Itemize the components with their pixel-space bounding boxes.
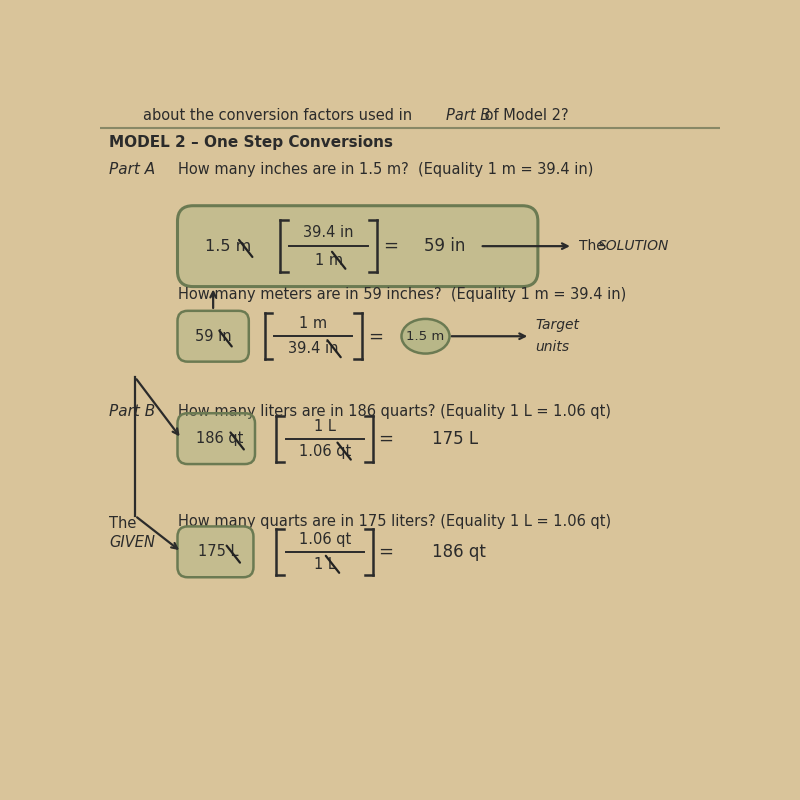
Text: GIVEN: GIVEN [110,535,155,550]
Text: 1 m: 1 m [314,253,342,268]
Text: 59 in: 59 in [195,329,231,344]
Text: 1.5 m: 1.5 m [406,330,445,342]
Ellipse shape [402,319,450,354]
Text: Part B: Part B [110,404,155,419]
Text: SOLUTION: SOLUTION [598,239,670,253]
Text: Part A: Part A [110,162,155,177]
Text: =: = [378,430,393,448]
Text: 59 in: 59 in [424,237,466,255]
Text: 39.4 in: 39.4 in [288,342,338,356]
Text: 1 m: 1 m [299,316,327,331]
Text: 175 L: 175 L [198,544,238,559]
Text: units: units [535,340,570,354]
Text: =: = [368,327,382,346]
Text: How many quarts are in 175 liters? (Equality 1 L = 1.06 qt): How many quarts are in 175 liters? (Equa… [178,514,610,529]
Text: Part B: Part B [446,108,490,122]
Text: How many inches are in 1.5 m?  (Equality 1 m = 39.4 in): How many inches are in 1.5 m? (Equality … [178,162,593,177]
Text: Target: Target [535,318,579,333]
FancyBboxPatch shape [178,414,255,464]
Text: The: The [579,239,609,253]
FancyBboxPatch shape [178,311,249,362]
Text: 186 qt: 186 qt [197,431,244,446]
Text: 1.06 qt: 1.06 qt [298,532,351,547]
FancyBboxPatch shape [178,206,538,286]
Text: 1 L: 1 L [314,557,336,572]
Text: 1.5 m: 1.5 m [205,238,251,254]
Text: =: = [383,237,398,255]
Text: 1.06 qt: 1.06 qt [298,444,351,458]
Text: 186 qt: 186 qt [432,543,486,561]
Text: MODEL 2 – One Step Conversions: MODEL 2 – One Step Conversions [110,134,394,150]
Text: 39.4 in: 39.4 in [303,225,354,239]
Text: How many liters are in 186 quarts? (Equality 1 L = 1.06 qt): How many liters are in 186 quarts? (Equa… [178,404,610,419]
Text: 1 L: 1 L [314,418,336,434]
Text: of Model 2?: of Model 2? [480,108,568,122]
Text: about the conversion factors used in: about the conversion factors used in [142,108,416,122]
FancyBboxPatch shape [178,526,254,578]
Text: 175 L: 175 L [432,430,478,448]
Text: How many meters are in 59 inches?  (Equality 1 m = 39.4 in): How many meters are in 59 inches? (Equal… [178,287,626,302]
Text: =: = [378,543,393,561]
Text: The: The [110,516,137,531]
